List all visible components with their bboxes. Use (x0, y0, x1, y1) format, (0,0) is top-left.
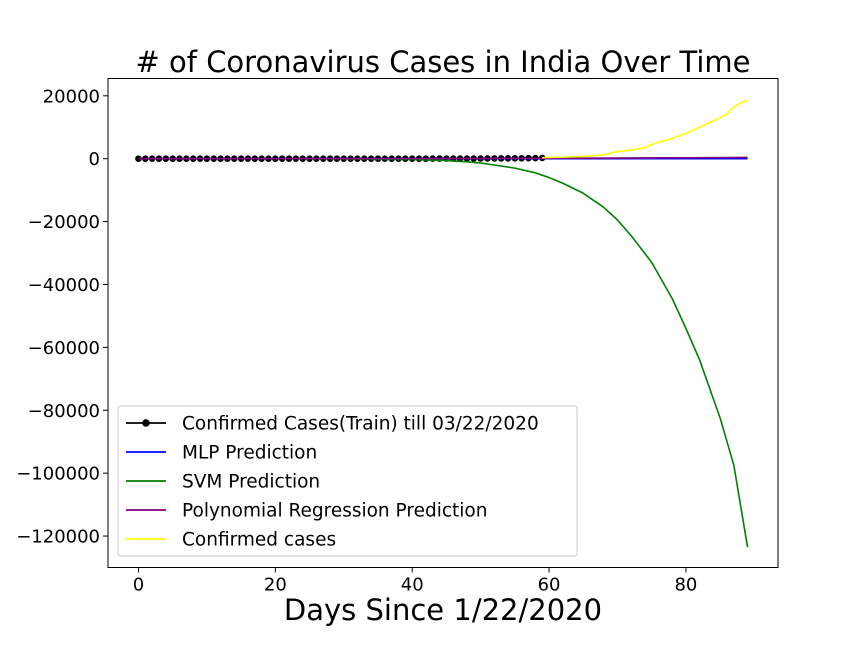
legend-label: Confirmed Cases(Train) till 03/22/2020 (182, 414, 539, 435)
series-confirmed-cases (542, 99, 748, 159)
legend-item: Confirmed cases (126, 530, 336, 551)
y-tick-label: 20000 (43, 86, 100, 107)
legend-label: Confirmed cases (182, 530, 336, 551)
y-tick-label: −120000 (16, 527, 100, 548)
series-polynomial-regression-prediction (138, 156, 748, 160)
y-tick-label: −100000 (16, 464, 100, 485)
y-tick-label: −40000 (28, 275, 100, 296)
legend-label: SVM Prediction (182, 472, 320, 493)
series-line (138, 156, 748, 160)
y-tick-label: 0 (89, 149, 100, 170)
y-tick-label: −80000 (28, 401, 100, 422)
y-axis: 20000 0 −20000 −40000 −60000 −80000 −100000 −12… (16, 86, 108, 548)
x-tick-label: 60 (538, 575, 561, 596)
plot-frame (107, 78, 779, 568)
legend-item: SVM Prediction (126, 472, 320, 493)
legend-marker (142, 419, 150, 427)
x-axis-label: Days Since 1/22/2020 (284, 593, 602, 627)
series-line (542, 99, 748, 159)
legend-item: Polynomial Regression Prediction (126, 501, 487, 522)
x-axis: 0 20 40 60 80 (133, 567, 697, 596)
chart-title: # of Coronavirus Cases in India Over Tim… (136, 45, 751, 79)
legend: Confirmed Cases(Train) till 03/22/2020 ML… (117, 405, 578, 557)
y-tick-label: −20000 (28, 212, 100, 233)
x-tick-label: 0 (133, 575, 144, 596)
legend-box (117, 405, 578, 557)
series-layer (135, 99, 749, 548)
x-tick-label: 80 (674, 575, 697, 596)
legend-label: Polynomial Regression Prediction (182, 501, 487, 522)
x-tick-label: 40 (401, 575, 424, 596)
y-tick-label: −60000 (28, 338, 100, 359)
legend-item: MLP Prediction (126, 443, 317, 464)
x-tick-label: 20 (264, 575, 287, 596)
legend-item: Confirmed Cases(Train) till 03/22/2020 (126, 414, 539, 435)
legend-label: MLP Prediction (182, 443, 317, 464)
